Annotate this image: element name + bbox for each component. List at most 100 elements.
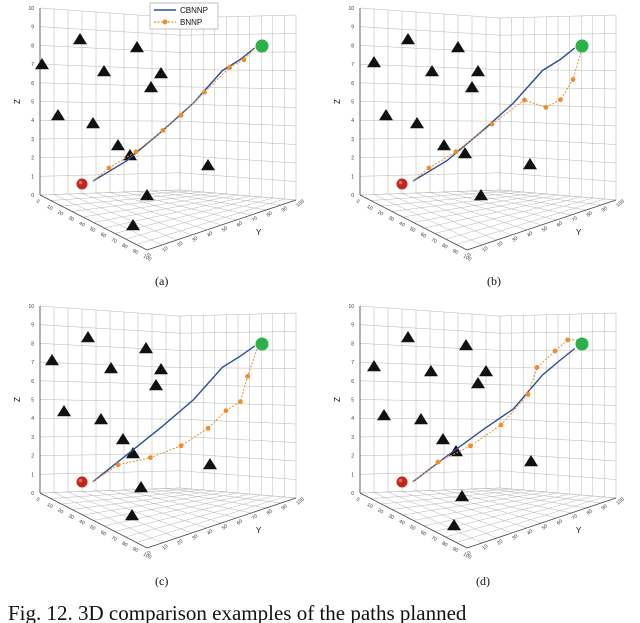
z-tick-label: 4 [31, 118, 34, 124]
y-tick-label: 40 [526, 230, 534, 238]
y-axis [466, 497, 617, 549]
y-tick-label: 100 [615, 496, 625, 506]
y-tick-label: 70 [251, 513, 259, 521]
grid-line [457, 191, 572, 216]
grid-line [445, 495, 593, 538]
grid-line [123, 489, 237, 519]
y-tick-label: 60 [236, 518, 244, 526]
obstacle-pyramid [436, 433, 450, 445]
z-tick-label: 3 [351, 435, 354, 441]
obstacle-pyramid [94, 413, 108, 425]
y-tick-label: 80 [266, 210, 274, 218]
x-tick-label: 90 [451, 546, 459, 554]
z-tick-label: 3 [31, 435, 34, 441]
x-tick-label: 60 [99, 232, 107, 240]
obstacle-pyramid [51, 109, 65, 121]
obstacle-pyramid [471, 65, 485, 77]
x-tick-label: 30 [387, 215, 395, 223]
z-tick-label: 8 [351, 341, 354, 347]
x-tick-label: 70 [110, 535, 118, 543]
grid-line [104, 493, 250, 527]
x-axis [39, 492, 148, 549]
z-tick-label: 7 [31, 360, 34, 366]
x-tick-label: 50 [89, 226, 97, 234]
obstacle-pyramid [126, 219, 140, 231]
x-tick-label: 10 [366, 204, 374, 212]
figure-caption: Fig. 12. 3D comparison examples of the p… [8, 601, 467, 623]
z-tick-label: 0 [351, 193, 354, 199]
grid-line [485, 190, 602, 206]
grid-line [165, 190, 282, 206]
obstacles [367, 33, 537, 201]
grid-line [114, 494, 262, 532]
grid-line [434, 196, 582, 234]
z-tick-label: 4 [351, 416, 354, 422]
x-tick-label: 70 [430, 535, 438, 543]
y-tick-label: 10 [161, 543, 169, 551]
legend-bnnp-marker [162, 19, 168, 25]
y-tick-label: 100 [295, 198, 305, 208]
obstacle-pyramid [425, 65, 439, 77]
y-tick-label: 30 [191, 533, 199, 541]
x-tick-label: 0 [35, 199, 41, 206]
z-tick-label: 1 [351, 472, 354, 478]
z-tick-label: 7 [351, 360, 354, 366]
z-tick-label: 8 [31, 43, 34, 49]
y-tick-label: 0 [466, 550, 472, 557]
panel-label-a: (a) [155, 274, 168, 288]
series-bnnp-point [178, 443, 184, 449]
obstacle-pyramid [86, 117, 100, 129]
y-tick-label: 60 [556, 220, 564, 228]
z-tick-label: 2 [351, 454, 354, 460]
obstacles [45, 331, 217, 521]
y-tick-label: 90 [281, 503, 289, 511]
start-point [76, 178, 88, 190]
grid-line [471, 190, 587, 211]
y-tick-label: 90 [601, 205, 609, 213]
grid-line [471, 488, 587, 509]
legend-bnnp-label: BNNP [180, 18, 202, 27]
y-tick-label: 10 [481, 543, 489, 551]
z-tick-label: 2 [31, 454, 34, 460]
grid-line [104, 195, 250, 229]
obstacles [367, 331, 538, 531]
y-tick-label: 80 [586, 210, 594, 218]
y-axis [146, 497, 297, 549]
x-tick-label: 0 [355, 199, 361, 206]
z-tick-label: 10 [28, 304, 34, 310]
x-tick-label: 70 [110, 237, 118, 245]
obstacle-pyramid [111, 139, 125, 151]
obstacle-pyramid [379, 109, 393, 121]
x-tick-label: 90 [131, 546, 139, 554]
series-bnnp-point [223, 408, 229, 413]
series-bnnp-point [238, 399, 243, 405]
y-tick-label: 100 [615, 198, 625, 208]
grid-line [499, 487, 617, 499]
obstacle-pyramid [125, 509, 139, 521]
goal-point [575, 337, 589, 351]
z-tick-label: 1 [31, 472, 34, 478]
obstacle-pyramid [134, 481, 148, 493]
series-bnnp-point [106, 165, 112, 171]
obstacle-pyramid [139, 342, 153, 354]
series-bnnp-point [570, 77, 576, 82]
x-tick-label: 60 [419, 232, 427, 240]
goal-point [575, 39, 589, 53]
series-bnnp-point [115, 462, 121, 468]
x-tick-label: 100 [142, 552, 152, 561]
x-tick-label: 0 [355, 497, 361, 504]
obstacle-pyramid [524, 455, 538, 467]
obstacle-pyramid [367, 360, 381, 372]
grid-line [424, 195, 570, 229]
y-tick-label: 20 [496, 240, 504, 248]
x-tick-label: 0 [35, 497, 41, 504]
z-tick-label: 4 [31, 416, 34, 422]
y-tick-label: 30 [191, 235, 199, 243]
z-tick-label: 9 [351, 323, 354, 329]
z-tick-label: 0 [31, 193, 34, 199]
obstacle-pyramid [154, 363, 168, 375]
grid-right-wall [179, 14, 297, 201]
y-tick-label: 50 [541, 225, 549, 233]
